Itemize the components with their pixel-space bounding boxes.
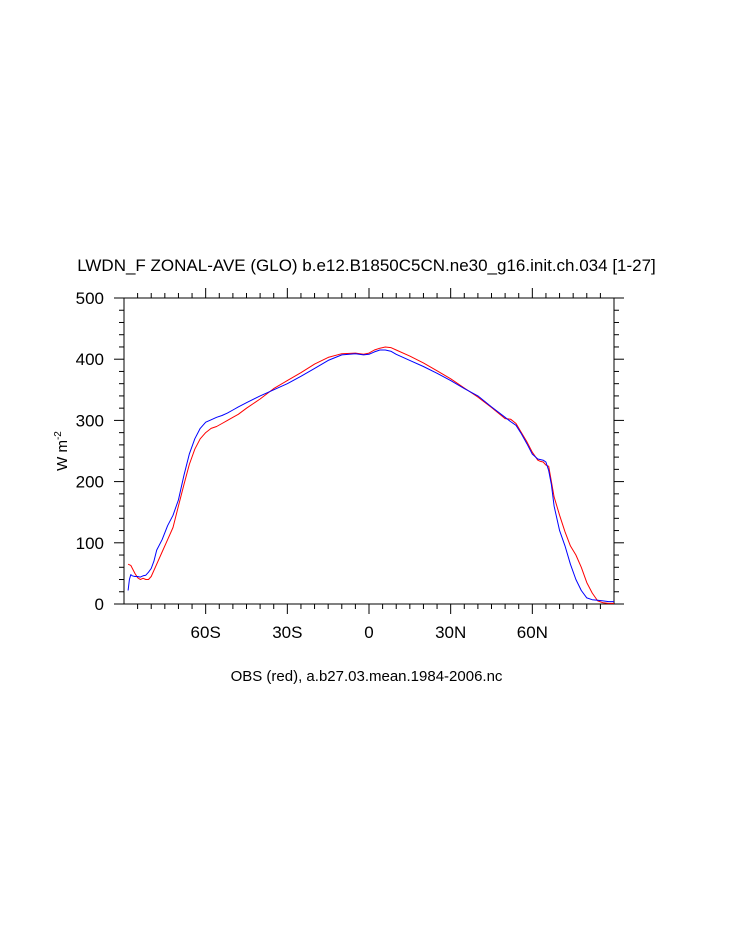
y-tick-label: 0 xyxy=(95,595,104,614)
obs-series-line xyxy=(127,346,614,604)
y-tick-label: 300 xyxy=(76,411,104,430)
x-tick-label: 60N xyxy=(517,623,548,642)
y-tick-label: 200 xyxy=(76,473,104,492)
y-tick-label: 400 xyxy=(76,350,104,369)
y-tick-label: 500 xyxy=(76,289,104,308)
x-tick-label: 30N xyxy=(435,623,466,642)
y-tick-label: 100 xyxy=(76,534,104,553)
y-axis-label: W m-2 xyxy=(53,431,71,471)
chart-subtitle: OBS (red), a.b27.03.mean.1984-2006.nc xyxy=(230,668,503,685)
plot-frame xyxy=(123,297,615,605)
chart-title: LWDN_F ZONAL-AVE (GLO) b.e12.B1850C5CN.n… xyxy=(77,256,656,275)
model-series-line xyxy=(127,349,614,603)
x-tick-label: 60S xyxy=(191,623,221,642)
x-tick-label: 0 xyxy=(364,623,373,642)
x-tick-label: 30S xyxy=(272,623,302,642)
